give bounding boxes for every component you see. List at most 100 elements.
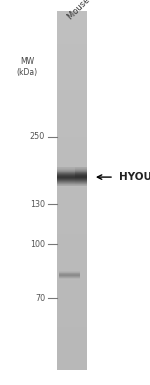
Bar xyxy=(57,86,87,90)
Bar xyxy=(57,184,87,186)
Bar xyxy=(57,175,75,176)
Bar xyxy=(57,169,75,170)
Bar xyxy=(57,115,87,119)
Bar xyxy=(57,215,87,219)
Bar xyxy=(57,43,87,47)
Bar xyxy=(58,273,80,274)
Bar xyxy=(57,193,87,198)
Bar xyxy=(57,132,87,137)
Bar xyxy=(57,229,87,234)
Bar xyxy=(57,168,87,169)
Bar xyxy=(57,201,87,205)
Bar xyxy=(58,278,80,279)
Bar xyxy=(57,129,87,133)
Bar xyxy=(57,161,87,166)
Bar xyxy=(57,179,75,180)
Bar xyxy=(57,172,75,173)
Bar xyxy=(58,275,80,276)
Bar xyxy=(57,185,75,186)
Bar xyxy=(58,271,80,272)
Bar xyxy=(57,170,75,171)
Bar xyxy=(57,218,87,223)
Bar xyxy=(57,75,87,80)
Bar xyxy=(57,93,87,97)
Bar xyxy=(57,174,87,175)
Bar xyxy=(57,172,87,173)
Bar xyxy=(57,136,87,141)
Bar xyxy=(57,168,75,169)
Bar xyxy=(58,272,80,273)
Bar xyxy=(57,168,87,169)
Bar xyxy=(57,254,87,259)
Bar xyxy=(57,177,87,179)
Bar xyxy=(57,240,87,244)
Text: 100: 100 xyxy=(30,240,45,249)
Bar xyxy=(57,301,87,305)
Bar xyxy=(57,362,87,366)
Bar xyxy=(57,222,87,226)
Bar xyxy=(57,236,87,241)
Text: 130: 130 xyxy=(30,199,45,209)
Bar xyxy=(57,22,87,26)
Bar xyxy=(57,185,87,186)
Bar xyxy=(57,182,75,183)
Bar xyxy=(57,165,87,169)
Bar xyxy=(57,197,87,201)
Bar xyxy=(57,82,87,87)
Bar xyxy=(57,179,87,180)
Bar xyxy=(57,170,87,171)
Bar xyxy=(57,36,87,40)
Bar xyxy=(57,294,87,298)
Bar xyxy=(57,151,87,155)
Bar xyxy=(57,171,75,172)
Bar xyxy=(58,277,80,278)
Bar xyxy=(57,183,87,184)
Bar xyxy=(57,182,87,183)
Bar xyxy=(57,261,87,266)
Bar xyxy=(57,175,87,176)
Bar xyxy=(57,182,87,187)
Bar xyxy=(57,322,87,326)
Bar xyxy=(57,204,87,209)
Text: Mouse liver: Mouse liver xyxy=(66,0,106,21)
Bar xyxy=(57,184,75,185)
Bar xyxy=(57,305,87,309)
Bar xyxy=(57,172,87,176)
Bar xyxy=(57,297,87,301)
Bar xyxy=(57,169,87,170)
Bar xyxy=(57,68,87,72)
Bar xyxy=(58,278,80,279)
Bar xyxy=(57,97,87,101)
Bar xyxy=(57,18,87,22)
Bar xyxy=(57,351,87,355)
Bar xyxy=(57,174,75,175)
Bar xyxy=(57,183,75,184)
Bar xyxy=(57,50,87,55)
Bar xyxy=(57,29,87,33)
Bar xyxy=(57,169,87,170)
Bar xyxy=(57,181,75,182)
Bar xyxy=(57,180,75,181)
Bar xyxy=(57,365,87,370)
Bar xyxy=(57,111,87,116)
Bar xyxy=(57,184,87,185)
Bar xyxy=(57,226,87,230)
Bar xyxy=(57,104,87,108)
Bar xyxy=(57,180,87,181)
Bar xyxy=(57,311,87,316)
Bar xyxy=(57,25,87,30)
Bar xyxy=(57,14,87,19)
Text: HYOU1: HYOU1 xyxy=(118,172,150,182)
Bar xyxy=(57,154,87,158)
Bar xyxy=(57,107,87,112)
Bar xyxy=(58,275,80,276)
Bar xyxy=(57,177,75,178)
Bar xyxy=(58,271,80,272)
Bar xyxy=(57,208,87,212)
Bar xyxy=(57,168,87,172)
Bar xyxy=(57,173,87,174)
Bar xyxy=(57,179,87,180)
Bar xyxy=(57,168,75,169)
Bar xyxy=(57,173,75,174)
Bar xyxy=(57,269,87,273)
